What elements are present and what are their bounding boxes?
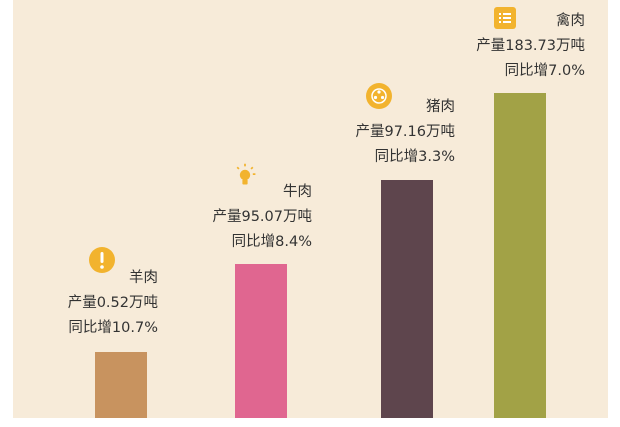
exclamation-icon [89,247,115,273]
label-qinrou: 禽肉 产量183.73万吨 同比增7.0% [476,9,585,84]
bar-zhurou [381,180,433,418]
growth-text: 同比增8.4% [231,234,312,250]
bar-niurou [235,264,287,418]
category-name: 羊肉 [129,270,158,286]
bars-canvas [95,93,546,418]
production-text: 产量95.07万吨 [212,209,312,225]
category-name: 猪肉 [426,99,455,115]
production-text: 产量97.16万吨 [355,124,455,140]
chart-area: 羊肉 产量0.52万吨 同比增10.7% 牛肉 产量95.07万吨 同比增8.4… [13,0,608,418]
bar-qinrou [494,93,546,418]
growth-text: 同比增7.0% [504,63,585,79]
production-text: 产量0.52万吨 [67,295,158,311]
label-yangrou: 羊肉 产量0.52万吨 同比增10.7% [68,266,158,341]
growth-text: 同比增3.3% [374,149,455,165]
film-reel-icon [366,83,392,109]
growth-text: 同比增10.7% [68,320,158,336]
list-icon [494,7,516,29]
label-zhurou: 猪肉 产量97.16万吨 同比增3.3% [355,95,455,170]
category-name: 牛肉 [283,184,312,200]
lightbulb-icon [232,162,258,188]
category-name: 禽肉 [556,13,585,29]
label-niurou: 牛肉 产量95.07万吨 同比增8.4% [212,180,312,255]
bar-yangrou [95,352,147,418]
production-text: 产量183.73万吨 [476,38,585,54]
